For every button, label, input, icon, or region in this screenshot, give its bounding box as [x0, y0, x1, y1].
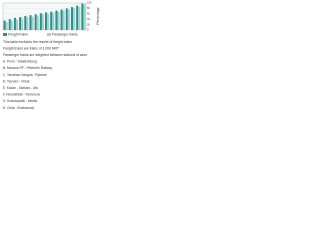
bar	[78, 6, 81, 30]
bar	[52, 12, 55, 30]
note: D. Tyumen - Omsk	[3, 79, 30, 83]
bar	[19, 17, 22, 30]
note: Freight trains are trains of 1,000 NRT	[3, 46, 59, 50]
bar	[29, 15, 32, 30]
note: G. Krasnoyarsk - Irkutsk	[3, 99, 38, 103]
bar	[76, 5, 79, 30]
bar	[21, 18, 24, 30]
y-tick-label: 80	[87, 6, 90, 10]
bar	[26, 17, 29, 30]
note: This table excludes the results of freig…	[3, 40, 72, 44]
bar	[70, 7, 74, 31]
bar	[83, 4, 86, 30]
bar	[60, 9, 63, 30]
bar	[10, 20, 13, 30]
legend-swatch	[47, 33, 51, 36]
y-tick-label: 40	[87, 17, 90, 21]
legend-label: Freight trains	[8, 33, 28, 37]
bar	[39, 13, 42, 30]
note: H. Chita - Khabarovsk	[3, 106, 35, 110]
y-tick-label: 0	[87, 28, 89, 32]
note: C. Yaroslavl-Vologda - Rybinsk	[3, 73, 47, 77]
bar	[15, 19, 19, 30]
bar	[41, 14, 44, 30]
note: E. Kazan - Samara - Ufa	[3, 86, 38, 90]
legend-label: Passenger trains	[52, 33, 78, 37]
bar	[81, 3, 84, 30]
bar	[55, 10, 58, 30]
y-tick-label: 60	[87, 11, 90, 15]
bar	[57, 11, 60, 31]
bar	[3, 20, 6, 30]
bar	[62, 10, 65, 30]
bar	[8, 19, 11, 30]
bar	[50, 11, 53, 31]
bar	[67, 9, 70, 30]
y-tick-label: 20	[87, 22, 90, 26]
bar	[47, 13, 50, 31]
bar	[73, 8, 76, 30]
note: Passenger trains are weighted between st…	[3, 53, 87, 57]
bar	[5, 21, 8, 30]
bar	[34, 14, 37, 30]
bar	[45, 12, 48, 30]
bar	[31, 16, 34, 30]
legend-swatch	[3, 33, 7, 36]
y-tick-label: 100	[87, 1, 92, 5]
bar	[24, 15, 27, 30]
note: F. Novosibirsk - Kemerovo	[3, 93, 40, 97]
bar	[36, 15, 39, 30]
note: A. Perm - Yekaterinburg	[3, 60, 37, 64]
bar	[65, 8, 68, 30]
bar	[13, 17, 16, 30]
note: B. Moscow RF - Petersb'h Railway	[3, 66, 52, 70]
y-axis-label: Percentage	[96, 7, 100, 24]
